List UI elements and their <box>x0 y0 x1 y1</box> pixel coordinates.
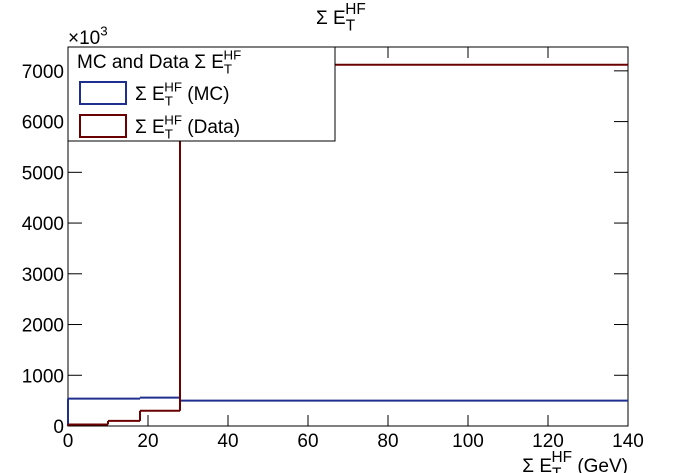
legend-title-base: MC and Data Σ E <box>77 52 224 73</box>
y-tick-label: 1000 <box>22 366 64 387</box>
plot-frame <box>67 46 629 427</box>
y-tick-label: 4000 <box>22 214 64 235</box>
legend-label-base: Σ E <box>135 117 165 138</box>
x-tick-label: 120 <box>532 431 564 452</box>
y-tick-label: 7000 <box>22 62 64 83</box>
y-tick-label: 3000 <box>22 265 64 286</box>
legend-label-base: Σ E <box>135 84 165 105</box>
x-tick-label: 100 <box>452 431 484 452</box>
legend-box <box>67 46 336 142</box>
x-tick-label: 0 <box>63 431 74 452</box>
chart-title: Σ ETHF <box>316 1 366 35</box>
x-tick-label: 80 <box>377 431 398 452</box>
legend-title-sub: T <box>224 62 232 77</box>
legend-label-sub: T <box>165 127 173 142</box>
x-tick-label: 60 <box>297 431 318 452</box>
chart-title-sup: HF <box>345 1 366 18</box>
legend-label-suffix: (MC) <box>182 84 229 105</box>
x-axis-label-sub: T <box>552 466 562 473</box>
legend-swatch <box>79 114 127 138</box>
y-tick-label: 5000 <box>22 163 64 184</box>
y-tick-label: 6000 <box>22 113 64 134</box>
legend-swatch <box>79 81 127 105</box>
x-tick-label: 20 <box>137 431 158 452</box>
legend-label-sup: HF <box>164 112 182 127</box>
legend-label-sub: T <box>165 94 173 109</box>
y-multiplier: ×103 <box>68 23 108 49</box>
x-axis-label-sup: HF <box>552 449 573 466</box>
x-axis-label-suffix: (GeV) <box>572 456 628 473</box>
legend-label: Σ ETHF (MC) <box>135 79 229 108</box>
chart-title-sub: T <box>346 18 356 35</box>
y-tick-label: 2000 <box>22 316 64 337</box>
y-multiplier-sup: 3 <box>100 23 107 38</box>
legend-title: MC and Data Σ ETHF <box>77 47 241 76</box>
x-tick-label: 140 <box>612 431 644 452</box>
chart-title-base: Σ E <box>316 8 346 29</box>
legend-label: Σ ETHF (Data) <box>135 112 240 141</box>
x-axis-label-base: Σ E <box>522 456 552 473</box>
legend-label-sup: HF <box>164 79 182 94</box>
y-multiplier-base: ×10 <box>68 28 100 49</box>
x-tick-label: 40 <box>217 431 238 452</box>
y-tick-label: 0 <box>53 417 64 438</box>
x-axis-label: Σ ETHF (GeV) <box>522 449 628 473</box>
legend-label-suffix: (Data) <box>182 117 240 138</box>
legend-title-sup: HF <box>223 47 241 62</box>
